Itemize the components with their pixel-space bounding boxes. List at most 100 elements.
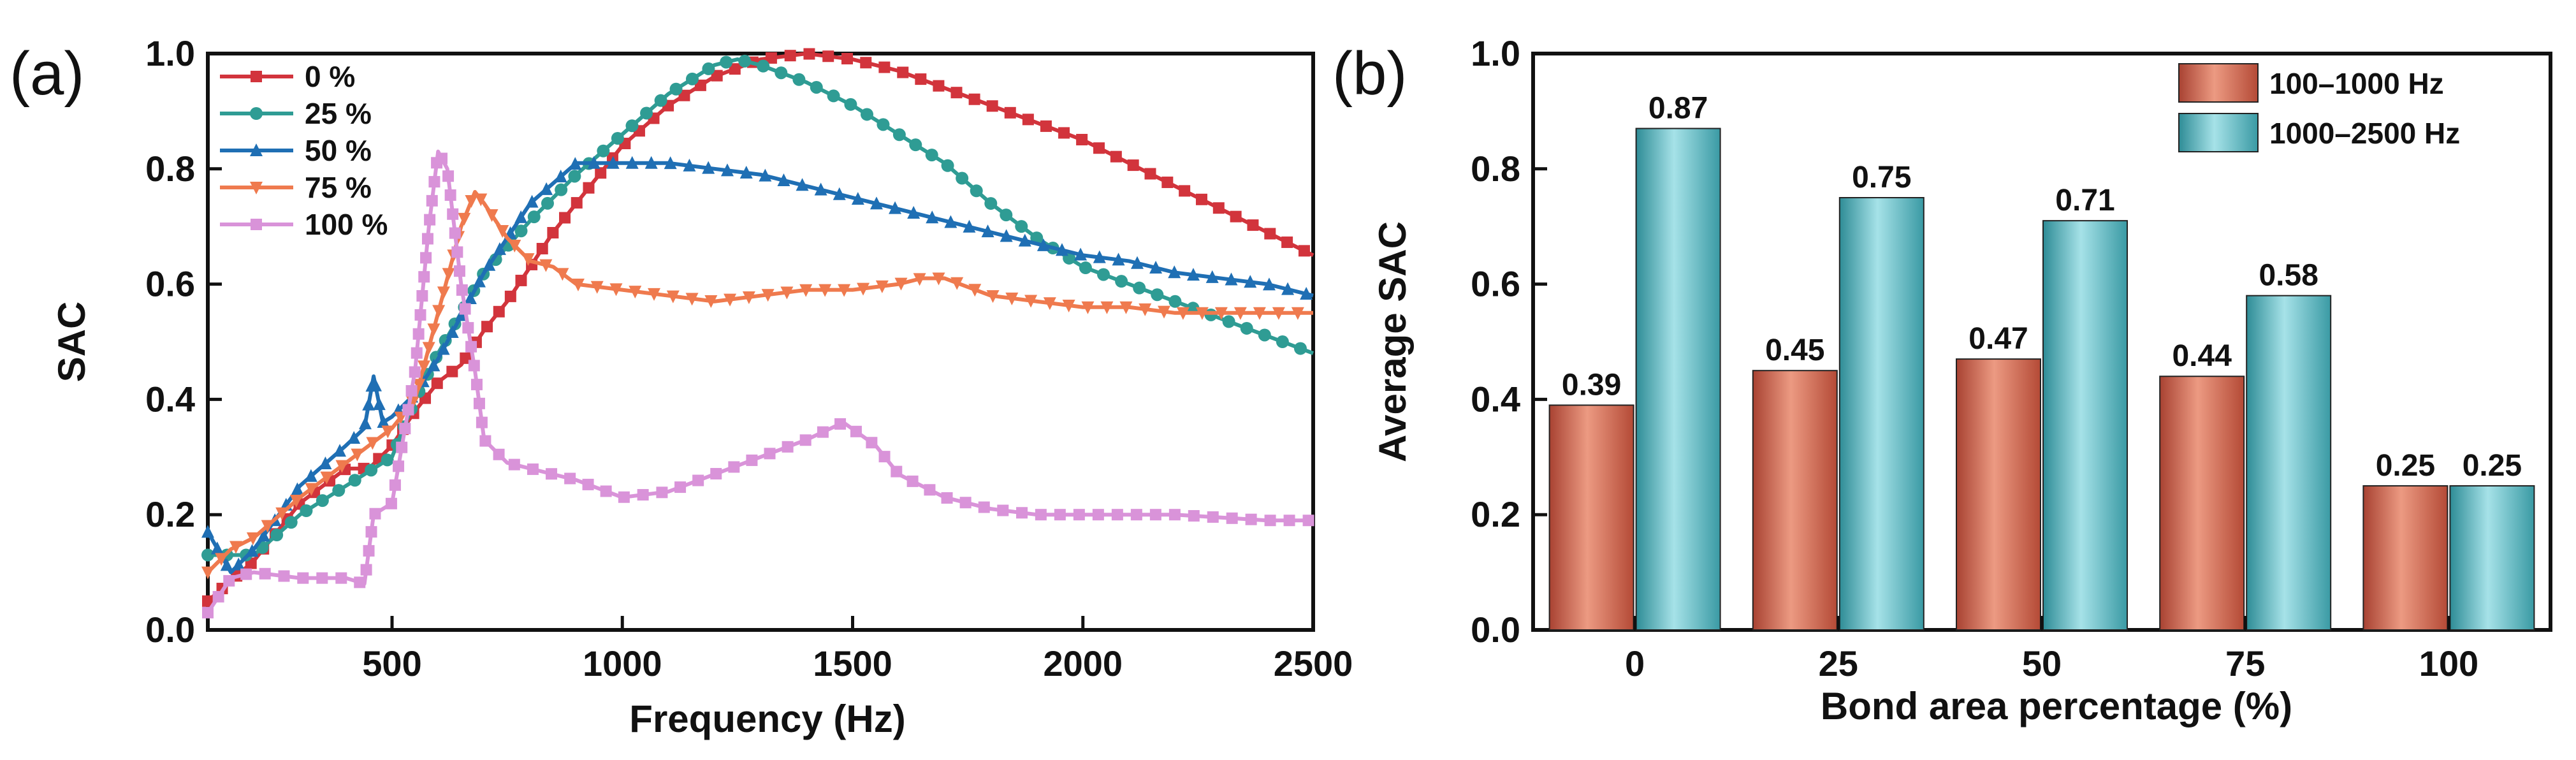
series-marker xyxy=(305,483,318,496)
series-75-pct xyxy=(201,189,1313,580)
series-line xyxy=(206,161,1314,574)
series-marker xyxy=(483,258,496,271)
bar-low-freq-75 xyxy=(2159,376,2245,631)
series-marker xyxy=(571,197,583,209)
series-marker xyxy=(319,457,332,470)
series-marker xyxy=(728,461,740,473)
series-marker xyxy=(456,284,468,296)
series-marker xyxy=(347,431,361,444)
series-marker xyxy=(514,210,528,223)
panel-b-y-tick-label: 0.0 xyxy=(1471,610,1520,650)
series-marker xyxy=(215,553,228,566)
series-marker xyxy=(246,532,259,546)
series-marker xyxy=(1283,515,1295,527)
series-marker xyxy=(851,192,864,205)
series-marker xyxy=(1247,219,1259,231)
series-marker xyxy=(405,385,418,397)
series-marker xyxy=(1186,268,1200,281)
series-marker xyxy=(1226,512,1238,524)
series-marker xyxy=(761,289,775,302)
series-marker xyxy=(629,286,642,299)
panel-b-y-tick-label: 0.6 xyxy=(1471,264,1520,304)
series-marker xyxy=(1240,321,1253,335)
series-marker xyxy=(1081,301,1095,314)
series-marker xyxy=(892,128,906,142)
series-marker xyxy=(692,474,704,486)
series-marker xyxy=(746,454,758,466)
bar-value-label: 0.45 xyxy=(1765,333,1824,367)
series-marker xyxy=(418,271,430,283)
series-marker xyxy=(702,161,715,174)
panel-a-x-tick-label: 1000 xyxy=(583,643,662,683)
series-marker xyxy=(742,291,755,304)
series-marker xyxy=(485,209,498,223)
series-marker xyxy=(428,176,440,188)
series-marker xyxy=(385,497,397,509)
series-marker xyxy=(1004,106,1016,119)
series-marker xyxy=(817,426,829,438)
series-marker xyxy=(444,189,456,201)
panel-b-x-tick-label: 25 xyxy=(1819,643,1858,683)
series-marker xyxy=(1119,301,1133,314)
series-marker xyxy=(997,504,1009,516)
series-marker xyxy=(451,246,463,258)
series-marker xyxy=(514,224,528,238)
series-marker xyxy=(656,486,668,499)
series-marker xyxy=(1262,277,1276,291)
series-marker xyxy=(834,418,847,430)
series-marker xyxy=(459,303,471,315)
series-marker xyxy=(738,54,752,68)
bar-high-freq-25 xyxy=(1838,197,1925,631)
series-marker xyxy=(1188,510,1200,522)
series-marker xyxy=(710,467,722,479)
series-marker xyxy=(582,478,594,490)
series-marker xyxy=(600,485,612,497)
series-marker xyxy=(527,210,541,224)
series-marker xyxy=(474,193,488,207)
series-marker xyxy=(278,570,290,582)
series-marker xyxy=(963,219,976,233)
series-marker xyxy=(409,366,421,378)
series-marker xyxy=(606,156,620,169)
bar-value-label: 0.58 xyxy=(2259,259,2318,293)
legend-item: 75 % xyxy=(220,171,372,204)
series-marker xyxy=(424,214,436,226)
series-marker xyxy=(525,194,539,208)
panel-a-x-tick-label: 2000 xyxy=(1043,643,1123,683)
series-marker xyxy=(481,321,493,333)
series-marker xyxy=(436,152,448,164)
series-marker xyxy=(1055,243,1068,256)
series-marker xyxy=(838,284,851,297)
series-marker xyxy=(625,156,639,169)
series-marker xyxy=(1281,236,1293,248)
series-marker xyxy=(351,448,364,462)
series-marker xyxy=(796,178,809,191)
series-marker xyxy=(348,474,361,487)
series-marker xyxy=(1000,208,1013,222)
panel-a-x-axis: 500 1000 1500 2000 2500 xyxy=(362,616,1353,683)
series-marker xyxy=(1144,168,1156,180)
series-marker xyxy=(941,492,953,504)
series-marker xyxy=(210,541,224,555)
series-marker xyxy=(455,308,468,321)
series-marker xyxy=(462,322,474,334)
series-marker xyxy=(950,87,963,99)
series-marker xyxy=(304,469,317,482)
series-marker xyxy=(941,159,954,172)
series-marker xyxy=(556,268,569,281)
series-marker xyxy=(1205,270,1219,283)
series-marker xyxy=(984,197,998,210)
legend-label: 100–1000 Hz xyxy=(2269,67,2444,100)
bar-high-freq-0 xyxy=(1635,128,1721,631)
series-marker xyxy=(640,106,653,120)
series-marker xyxy=(683,158,696,172)
series-marker xyxy=(1293,342,1307,355)
series-marker xyxy=(437,342,450,355)
series-marker xyxy=(986,290,1000,303)
series-marker xyxy=(720,163,734,177)
legend-swatch xyxy=(2178,113,2259,152)
series-marker xyxy=(571,278,585,291)
series-marker xyxy=(1233,307,1247,320)
series-marker xyxy=(906,475,919,487)
